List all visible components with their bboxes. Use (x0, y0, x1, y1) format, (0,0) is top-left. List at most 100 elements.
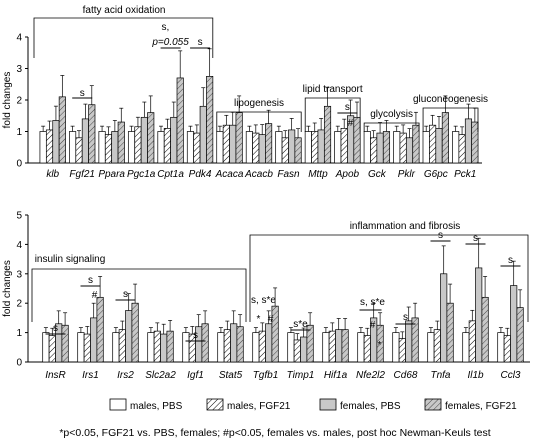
bar (223, 329, 231, 363)
bar (182, 332, 190, 363)
y-tick-label: 4 (16, 33, 22, 44)
bar (104, 134, 113, 164)
category-label: Pklr (398, 169, 416, 180)
annotation: s*e (293, 319, 308, 330)
y-tick-label: 5 (16, 211, 22, 222)
annotation: s (403, 312, 408, 323)
y-tick-label: 2 (16, 299, 22, 310)
bar (311, 131, 319, 164)
group-label: lipogenesis (234, 98, 284, 109)
category-label: Timp1 (287, 370, 315, 381)
bar (88, 104, 96, 164)
bar (435, 128, 443, 164)
group-bracket (363, 122, 420, 132)
bar (363, 335, 371, 363)
bar (275, 131, 283, 164)
bar (69, 131, 77, 164)
bar (405, 137, 414, 164)
group-bracket (304, 97, 361, 132)
bar (516, 307, 524, 363)
bar (229, 124, 237, 164)
bar (265, 323, 273, 363)
legend-label: females, PBS (340, 401, 401, 412)
bar (163, 128, 171, 164)
category-label: Mttp (308, 169, 328, 180)
category-label: InsR (45, 370, 66, 381)
bar (510, 285, 518, 363)
bar (134, 126, 142, 164)
category-label: Pgc1a (127, 169, 156, 180)
bar (39, 131, 47, 164)
legend-label: males, PBS (130, 401, 183, 412)
category-label: Irs1 (82, 370, 99, 381)
bar (153, 330, 161, 363)
bar (176, 77, 184, 164)
annotation: s, (161, 22, 169, 33)
bar (340, 128, 348, 164)
group-label: glycolysis (370, 109, 413, 120)
annotation: s (88, 275, 93, 286)
category-label: Tnfa (430, 370, 450, 381)
bar (186, 131, 195, 164)
legend-swatch (109, 398, 127, 411)
bar (334, 131, 342, 164)
bar (52, 120, 60, 164)
bar (230, 323, 238, 363)
y-tick-label: 1 (16, 328, 22, 339)
group-label: gluconeogenesis (413, 94, 488, 105)
bar (287, 332, 295, 363)
annotation: s (80, 88, 85, 99)
bar (48, 335, 56, 363)
bar (166, 330, 174, 363)
bar (376, 132, 384, 164)
bar (147, 112, 155, 164)
category-label: Cpt1a (157, 169, 184, 180)
category-label: Nfe2l2 (356, 370, 385, 381)
bar (157, 131, 165, 164)
bar (140, 116, 148, 164)
bar (199, 105, 207, 164)
bar (398, 338, 406, 363)
category-label: Cd68 (394, 370, 418, 381)
bar (222, 124, 230, 164)
hash-marker: # (370, 320, 376, 331)
bar (258, 134, 266, 164)
category-label: Slc2a2 (145, 370, 176, 381)
bar (458, 134, 466, 164)
bar (370, 137, 378, 164)
bar (81, 118, 89, 164)
annotation: s (198, 37, 203, 48)
bar (245, 131, 253, 164)
bar (306, 324, 314, 363)
category-label: Stat5 (219, 370, 243, 381)
category-label: Fasn (277, 169, 300, 180)
bar (405, 320, 413, 363)
bar (300, 336, 308, 363)
group-label: inflammation and fibrosis (350, 221, 461, 232)
legend-label: males, FGF21 (227, 401, 291, 412)
bar (111, 131, 119, 164)
annotation: s, s*e (360, 297, 385, 308)
bar (217, 332, 225, 363)
category-label: Pck1 (454, 169, 476, 180)
bar (503, 335, 511, 363)
footnote: *p<0.05, FGF21 vs. PBS, females; #p<0.05… (59, 427, 490, 439)
bar (252, 132, 260, 164)
category-label: klb (46, 169, 59, 180)
annotation: s (123, 289, 128, 300)
hash-marker: # (268, 314, 274, 325)
group-bracket (216, 111, 302, 132)
annotation: s (508, 255, 513, 266)
group-label: fatty acid oxidation (83, 5, 166, 16)
group-bracket (422, 107, 479, 132)
bar (322, 332, 330, 363)
category-label: Ppara (98, 169, 125, 180)
bar (422, 131, 430, 164)
y-tick-label: 0 (16, 159, 22, 170)
bar (42, 332, 50, 363)
legend-swatch (319, 398, 337, 411)
group-bracket (33, 17, 214, 58)
annotation: s, s*e (251, 295, 276, 306)
bar (193, 132, 201, 164)
bar (90, 317, 98, 363)
